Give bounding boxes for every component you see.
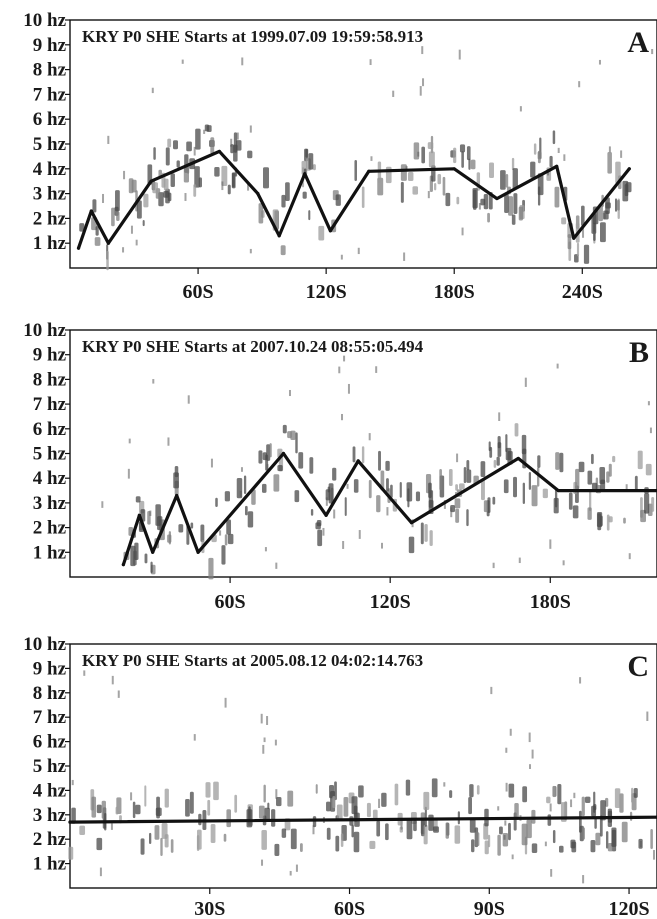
y-tick-label: 9 hz	[33, 35, 67, 56]
trace-point	[76, 246, 81, 250]
x-tick-label: 120S	[370, 591, 411, 613]
y-tick-label: 5 hz	[33, 134, 67, 155]
trace-point	[89, 209, 93, 213]
trace-point	[555, 164, 559, 168]
trace-point	[627, 167, 631, 171]
y-tick-label: 6 hz	[33, 109, 67, 130]
y-tick-label: 10 hz	[23, 10, 66, 31]
trace-point	[452, 167, 456, 171]
y-tick-label: 9 hz	[33, 658, 67, 679]
y-tick-label: 3 hz	[33, 805, 67, 826]
x-tick-label: 90S	[474, 898, 505, 919]
trace-point	[409, 521, 414, 525]
y-tick-label: 8 hz	[33, 60, 67, 81]
y-tick-label: 8 hz	[33, 683, 67, 704]
frequency-trace-line	[68, 815, 657, 824]
trace-point	[121, 563, 125, 567]
panel-b: 10 hz 9 hz 8 hz 7 hz 6 hz 5 hz 4 hz 3 hz 2 hz 1 h…	[23, 320, 657, 613]
y-tick-label: 6 hz	[33, 419, 67, 440]
y-tick-label: 3 hz	[33, 493, 67, 514]
x-tick-label: 180S	[530, 591, 571, 613]
trace-point	[217, 149, 222, 154]
y-tick-label: 4 hz	[33, 159, 67, 180]
trace-point	[151, 550, 155, 554]
y-tick-label: 1 hz	[33, 854, 67, 875]
frequency-trace-line	[121, 451, 657, 567]
trace-point	[516, 456, 520, 461]
y-tick-label: 7 hz	[33, 707, 67, 728]
x-tick-label: 240S	[562, 281, 603, 303]
x-tick-label: 180S	[434, 281, 475, 303]
trace-point	[328, 229, 333, 233]
y-tick-label: 2 hz	[33, 829, 67, 850]
trace-point	[281, 451, 286, 456]
x-tick-label: 30S	[194, 898, 225, 919]
panel-header: KRY P0 SHE Starts at 2007.10.24 08:55:05…	[82, 337, 424, 356]
y-tick-label: 4 hz	[33, 780, 67, 801]
trace-point	[137, 513, 141, 517]
y-tick-label: 3 hz	[33, 184, 67, 205]
x-tick-label: 60S	[215, 591, 246, 613]
y-tick-label: 10 hz	[23, 634, 66, 655]
spectrogram-texture	[79, 46, 654, 271]
trace-point	[175, 493, 179, 498]
panel-label: C	[627, 650, 649, 683]
y-tick-label: 7 hz	[33, 84, 67, 105]
x-tick-label: 120S	[306, 281, 347, 303]
trace-point	[256, 192, 260, 196]
x-tick-label: 60S	[334, 898, 365, 919]
y-tick-label: 6 hz	[33, 732, 67, 753]
panel-header: KRY P0 SHE Starts at 2005.08.12 04:02:14…	[82, 651, 423, 670]
trace-point	[556, 488, 560, 493]
panel-label: B	[629, 336, 649, 369]
trace-point	[196, 550, 200, 554]
y-tick-label: 5 hz	[33, 756, 67, 777]
trace-point	[68, 820, 72, 824]
y-tick-label: 2 hz	[33, 208, 67, 229]
plot-frame	[69, 643, 657, 889]
panel-label: A	[627, 26, 649, 59]
trace-point	[367, 169, 371, 173]
y-tick-label: 1 hz	[33, 542, 67, 563]
y-tick-label: 5 hz	[33, 444, 67, 465]
trace-point	[572, 236, 576, 240]
panel-c: 10 hz 9 hz 8 hz 7 hz 6 hz 5 hz 4 hz 3 hz 2 hz 1 h…	[23, 634, 657, 919]
x-tick-label: 60S	[183, 281, 214, 303]
y-tick-label: 4 hz	[33, 468, 67, 489]
trace-point	[303, 172, 307, 176]
panel-a: 10 hz 9 hz 8 hz 7 hz 6 hz 5 hz 4 hz 3 hz 2 hz 1 h…	[23, 10, 657, 303]
trace-point	[277, 234, 281, 238]
spectrogram-texture	[101, 355, 655, 580]
panel-header: KRY P0 SHE Starts at 1999.07.09 19:59:58…	[82, 27, 423, 46]
y-tick-label: 8 hz	[33, 369, 67, 390]
trace-point	[356, 459, 360, 463]
y-tick-label: 7 hz	[33, 394, 67, 415]
y-tick-label: 9 hz	[33, 345, 67, 366]
y-tick-label: 2 hz	[33, 518, 67, 539]
trace-point	[324, 513, 328, 517]
y-tick-label: 1 hz	[33, 233, 67, 254]
y-tick-label: 10 hz	[23, 320, 66, 341]
x-tick-label: 120S	[608, 898, 649, 919]
spectrogram-texture	[68, 670, 655, 884]
trace-point	[495, 196, 499, 201]
trace-point	[106, 241, 111, 245]
trace-point	[149, 179, 153, 183]
